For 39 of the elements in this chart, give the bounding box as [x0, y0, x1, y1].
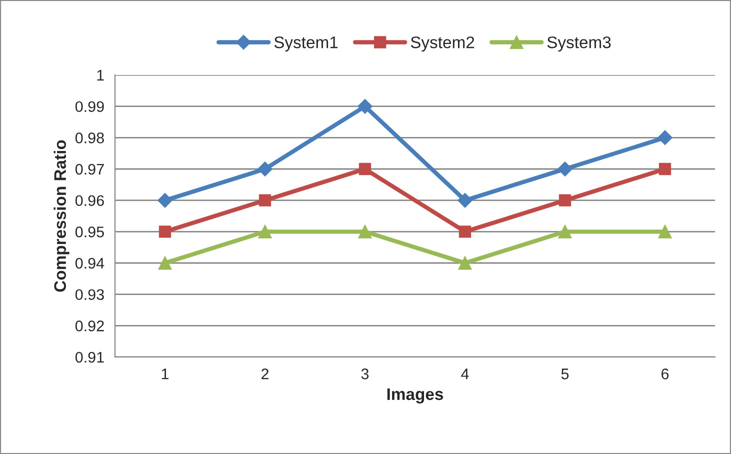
point: [558, 162, 572, 176]
x-tick-label: 5: [561, 368, 569, 380]
y-tick-label: 0.99: [75, 101, 104, 112]
x-tick-label: 2: [262, 368, 268, 380]
point: [458, 192, 472, 208]
x-axis-title: Images: [387, 388, 444, 404]
y-tick-label: 0.93: [75, 289, 104, 300]
x-tick-label: 6: [662, 368, 669, 380]
point: [258, 224, 272, 238]
point: [658, 162, 672, 176]
point: [358, 224, 372, 238]
y-tick-label: 0.94: [75, 258, 104, 269]
x-tick-label: 3: [361, 368, 369, 380]
point: [258, 194, 272, 206]
legend-label: System3: [547, 36, 611, 52]
y-tick-label: 1: [97, 70, 104, 81]
y-axis-title: Compression Ratio: [54, 140, 70, 292]
point: [658, 224, 672, 238]
legend-label: System2: [410, 36, 474, 52]
x-tick-label: 4: [461, 368, 469, 380]
y-tick-label: 0.91: [75, 352, 104, 363]
point: [458, 256, 472, 270]
point: [158, 256, 172, 270]
y-tick-label: 0.96: [75, 195, 104, 206]
point: [658, 130, 672, 146]
point: [558, 224, 572, 238]
y-tick-label: 0.95: [75, 226, 104, 238]
point: [358, 98, 372, 114]
x-tick-label: 1: [162, 368, 169, 380]
point: [158, 192, 172, 208]
point: [258, 162, 272, 176]
legend-label: System1: [274, 36, 338, 52]
y-tick-label: 0.97: [75, 164, 104, 175]
point: [358, 162, 372, 176]
y-tick-label: 0.92: [75, 320, 104, 332]
point: [158, 226, 172, 238]
y-tick-label: 0.98: [75, 132, 104, 144]
point: [558, 194, 572, 206]
point: [458, 226, 472, 238]
